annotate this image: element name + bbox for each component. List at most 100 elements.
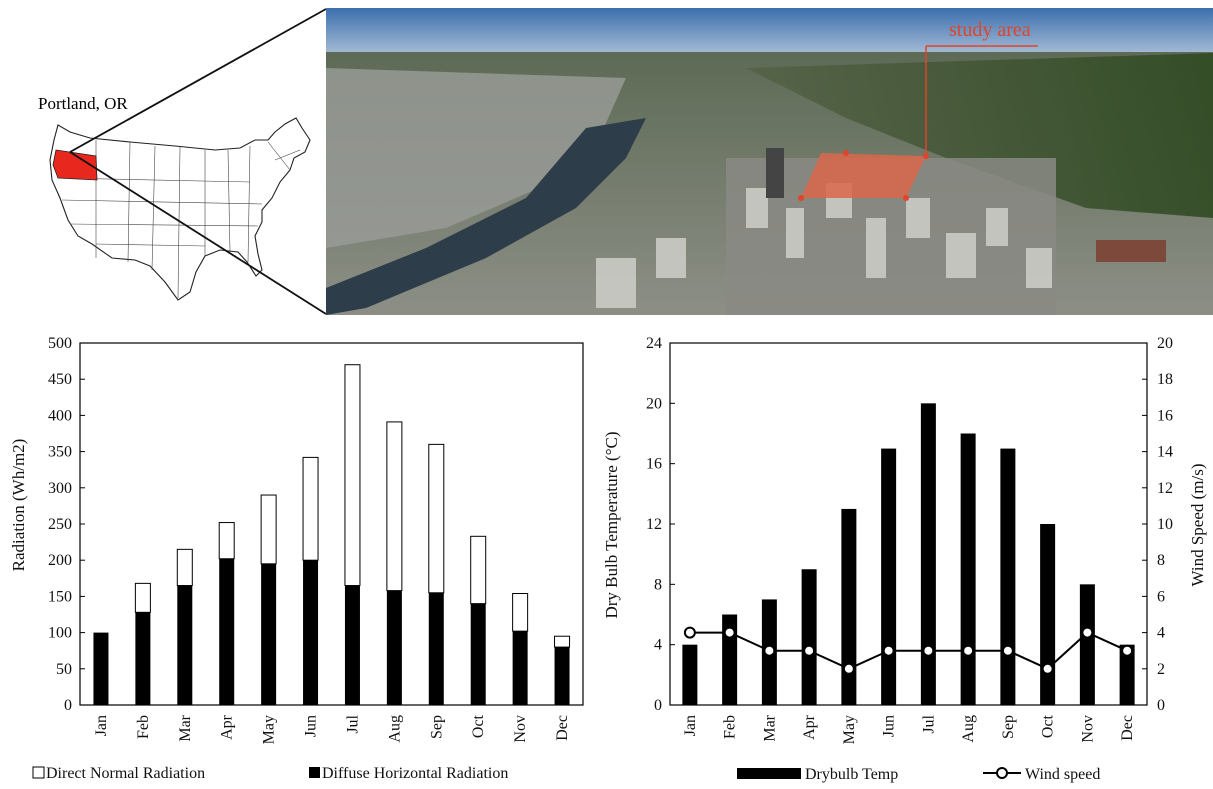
x-tick-label: Mar [177,714,194,741]
radiation-chart-svg: 0 50 100 150 200 250 300 350 400 450 500 Jan Feb Mar A… [9,335,584,782]
x-tick-label: May [261,715,278,744]
legend-label-diffuse: Diffuse Horizontal Radiation [322,765,508,782]
legend-label-direct: Direct Normal Radiation [46,765,205,782]
y-tick-label: 250 [48,516,72,533]
x-tick-label: May [841,715,858,744]
bar-diffuse [177,585,193,705]
y2-tick-label: 12 [1157,480,1173,497]
wind-speed-point [1121,644,1134,657]
y-tick-label: 24 [646,335,662,352]
bar-drybulb [881,448,897,705]
legend-swatch-direct [32,766,45,779]
x-tick-label: Oct [1040,714,1057,738]
bar-diffuse [219,558,235,705]
y2-tick-label: 20 [1157,335,1173,352]
x-tick-label: Jan [682,715,699,736]
y-tick-label: 12 [646,516,662,533]
y2-tick-label: 2 [1157,661,1165,678]
bar-diffuse [303,560,319,705]
us-map-panel: Portland, OR [0,0,330,315]
y-tick-label: 500 [48,335,72,352]
wind-speed-point [723,626,736,639]
bar-diffuse [344,585,360,705]
y-tick-label: 400 [48,407,72,424]
y2-tick-label: 10 [1157,516,1173,533]
y-tick-label: 20 [646,395,662,412]
bar-direct [134,582,151,613]
legend-marker-wind [996,767,1008,779]
x-tick-label: Feb [722,715,739,739]
us-map: Portland, OR [38,8,327,315]
study-area-highlight [801,153,926,198]
aerial-photo-art: study area [326,8,1213,315]
x-tick-label: Apr [801,714,818,740]
temperature-y-axis-label: Dry Bulb Temperature (°C) [602,431,621,618]
x-tick-label: Nov [512,715,529,743]
aerial-photo: study area [326,8,1213,315]
x-tick-label: Jul [920,714,937,733]
bar-diffuse [135,612,151,705]
wind-speed-point [962,644,975,657]
legend-swatch-diffuse [309,767,320,778]
bar-drybulb [1000,448,1016,705]
bar-direct [260,494,277,565]
wind-speed-point [1081,626,1094,639]
wind-speed-point [763,644,776,657]
x-tick-label: Sep [1000,715,1017,739]
y-tick-label: 4 [654,637,662,654]
wind-speed-point [842,662,855,675]
x-tick-label: Aug [960,715,977,743]
bar-direct [302,456,319,561]
bar-drybulb [841,508,857,705]
bar-diffuse [512,631,528,705]
x-tick-label: Nov [1079,715,1096,743]
bar-direct [176,548,193,587]
y2-tick-label: 14 [1157,444,1173,461]
y-tick-label: 350 [48,444,72,461]
y-tick-label: 50 [56,661,72,678]
bar-direct [470,535,487,605]
x-tick-label: Jun [881,715,898,737]
bar-drybulb [682,644,698,705]
y-tick-label: 16 [646,456,662,473]
y-tick-label: 450 [48,371,72,388]
radiation-chart: 0 50 100 150 200 250 300 350 400 450 500 Jan Feb Mar A… [0,325,600,784]
wind-speed-point [683,626,696,639]
x-tick-label: Jan [93,715,110,736]
y2-tick-label: 0 [1157,697,1165,714]
x-tick-label: Apr [219,714,236,740]
y-tick-label: 8 [654,576,662,593]
y-tick-label: 300 [48,480,72,497]
bar-direct [428,443,445,594]
bar-direct [386,421,403,592]
y2-tick-label: 16 [1157,407,1173,424]
plot-frame [79,342,584,706]
legend-label-drybulb: Drybulb Temp [805,766,898,783]
bar-diffuse [261,563,277,705]
wind-speed-point [803,644,816,657]
bar-drybulb [1119,644,1135,705]
y-tick-label: 100 [48,625,72,642]
x-tick-label: Jun [303,715,320,737]
wind-speed-point [1041,662,1054,675]
y2-tick-label: 4 [1157,625,1165,642]
y2-tick-label: 6 [1157,588,1165,605]
x-tick-label: Jul [344,714,361,733]
temperature-wind-chart: 0 4 8 12 16 20 24 0 2 4 6 8 10 12 14 16 18 20 Jan Feb Mar Apr… [600,325,1213,784]
y-tick-label: 150 [48,588,72,605]
us-outline [49,117,311,301]
bar-drybulb [801,569,817,705]
y-tick-label: 200 [48,552,72,569]
legend-label-wind: Wind speed [1025,766,1100,783]
legend-swatch-drybulb [737,768,801,779]
bar-drybulb [920,403,936,705]
x-tick-label: Dec [1119,715,1136,741]
bar-direct [218,522,235,560]
bar-diffuse [428,592,444,705]
y-tick-label: 0 [654,697,662,714]
y-tick-label: 0 [64,697,72,714]
y2-tick-label: 8 [1157,552,1165,569]
bar-diffuse [386,590,402,705]
x-tick-label: Aug [386,715,403,743]
study-area-label: study area [949,19,1031,41]
